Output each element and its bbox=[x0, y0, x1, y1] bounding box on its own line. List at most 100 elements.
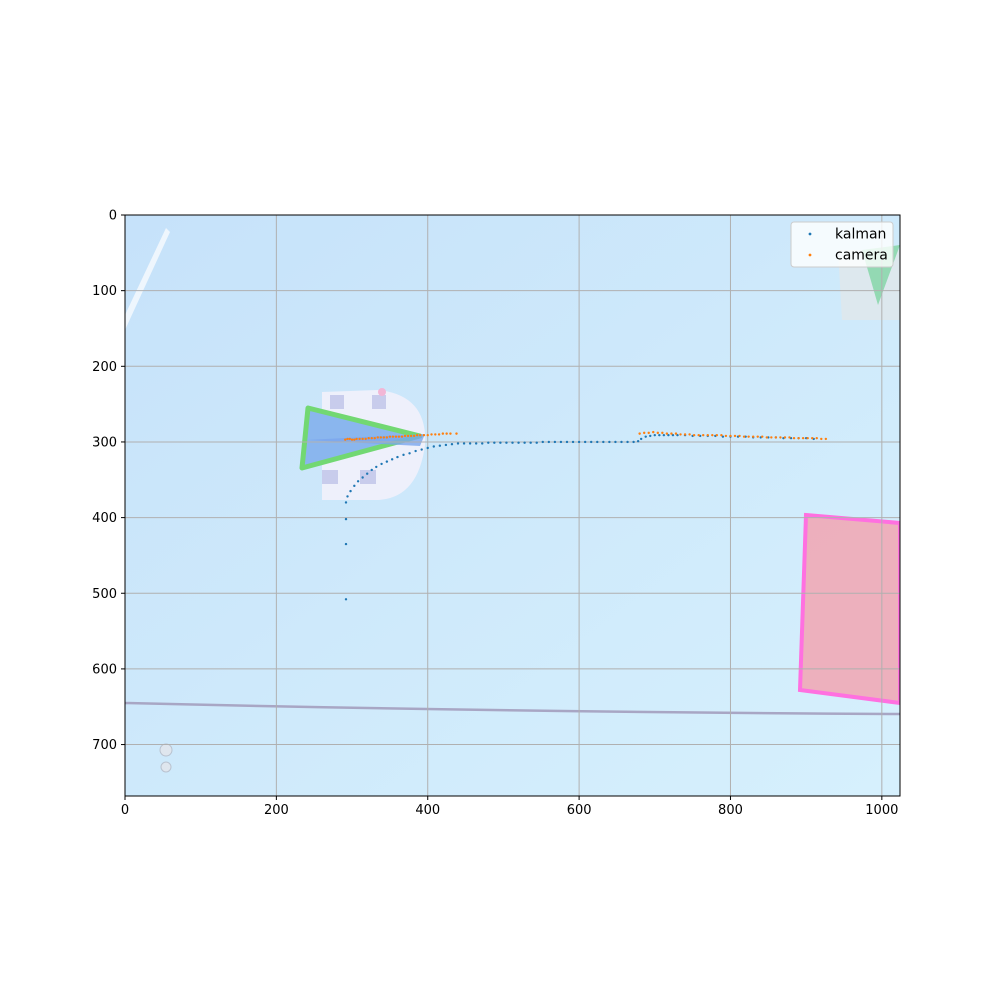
camera-point bbox=[751, 435, 755, 438]
kalman-point bbox=[649, 434, 652, 438]
camera-point bbox=[400, 435, 404, 438]
camera-point bbox=[350, 438, 354, 441]
kalman-point bbox=[481, 442, 484, 445]
camera-point bbox=[824, 437, 828, 441]
camera-point bbox=[724, 434, 728, 438]
kalman-point bbox=[438, 444, 442, 447]
y-tick-label: 400 bbox=[92, 511, 117, 526]
camera-point bbox=[661, 431, 664, 435]
kalman-point bbox=[456, 442, 460, 445]
y-axis-ticks: 0 100 200 300 400 500 600 700 bbox=[92, 209, 125, 753]
cable-line bbox=[125, 701, 900, 716]
kalman-point bbox=[511, 441, 514, 444]
camera-point bbox=[373, 436, 376, 440]
series-camera bbox=[344, 430, 828, 441]
camera-point bbox=[397, 435, 401, 438]
ruler-strip bbox=[125, 228, 170, 330]
camera-point bbox=[665, 432, 669, 435]
camera-point bbox=[353, 438, 356, 441]
kalman-point bbox=[385, 460, 389, 463]
camera-point bbox=[376, 436, 379, 439]
kalman-point bbox=[396, 455, 399, 459]
camera-point bbox=[346, 437, 349, 441]
x-tick-label: 600 bbox=[567, 803, 592, 818]
camera-point bbox=[674, 432, 678, 435]
camera-point bbox=[642, 431, 646, 435]
legend: kalman camera bbox=[790, 221, 894, 268]
y-tick-label: 500 bbox=[92, 587, 117, 602]
camera-point bbox=[647, 431, 650, 435]
kalman-point bbox=[344, 517, 348, 521]
kalman-point bbox=[402, 453, 405, 457]
x-tick-label: 400 bbox=[415, 803, 440, 818]
camera-point bbox=[430, 433, 433, 436]
x-tick-label: 0 bbox=[121, 803, 129, 818]
kalman-point bbox=[450, 443, 454, 446]
kalman-point bbox=[468, 442, 472, 445]
camera-point bbox=[445, 432, 448, 435]
kalman-point bbox=[380, 462, 383, 466]
camera-point bbox=[370, 436, 373, 440]
camera-point bbox=[692, 433, 696, 437]
camera-point bbox=[679, 433, 682, 436]
kalman-point bbox=[583, 440, 587, 444]
camera-point bbox=[774, 436, 778, 439]
kalman-point bbox=[596, 440, 599, 444]
camera-point bbox=[348, 437, 351, 441]
camera-point bbox=[747, 435, 750, 438]
axes-frame bbox=[124, 214, 901, 797]
camera-point bbox=[801, 436, 805, 440]
camera-point bbox=[656, 431, 660, 435]
camera-point bbox=[385, 436, 389, 439]
camera-point bbox=[441, 432, 445, 435]
kalman-point bbox=[614, 440, 617, 444]
camera-point bbox=[422, 433, 426, 437]
kalman-point bbox=[365, 472, 369, 475]
camera-point bbox=[770, 436, 773, 439]
camera-point bbox=[706, 433, 709, 437]
camera-point bbox=[403, 434, 407, 438]
camera-point bbox=[355, 437, 358, 441]
camera-point bbox=[412, 434, 416, 438]
kalman-point bbox=[505, 441, 508, 444]
y-tick-label: 200 bbox=[92, 360, 117, 375]
x-tick-label: 800 bbox=[718, 803, 743, 818]
kalman-point bbox=[658, 433, 661, 437]
camera-image-background bbox=[125, 215, 900, 796]
kalman-point bbox=[541, 440, 544, 444]
camera-point bbox=[638, 432, 641, 435]
kalman-point bbox=[493, 441, 496, 444]
camera-point bbox=[711, 433, 714, 437]
camera-point bbox=[391, 435, 395, 438]
legend-label-camera: camera bbox=[835, 248, 888, 264]
kalman-point bbox=[444, 443, 448, 447]
pink-target-area bbox=[800, 515, 900, 703]
camera-point bbox=[415, 433, 419, 437]
kalman-point bbox=[671, 433, 675, 437]
kalman-point bbox=[462, 442, 466, 445]
camera-point bbox=[702, 433, 705, 437]
legend-box bbox=[790, 221, 894, 268]
kalman-point bbox=[636, 439, 640, 443]
camera-point bbox=[437, 433, 441, 436]
camera-point bbox=[418, 433, 422, 437]
kalman-point bbox=[529, 441, 532, 444]
kalman-point bbox=[349, 489, 352, 493]
kalman-point bbox=[474, 442, 478, 445]
camera-point bbox=[406, 434, 410, 438]
x-tick-label: 200 bbox=[264, 803, 289, 818]
camera-point bbox=[783, 436, 787, 439]
camera-point bbox=[720, 433, 723, 437]
camera-point bbox=[426, 433, 429, 437]
kalman-point bbox=[632, 440, 635, 444]
camera-point bbox=[382, 436, 386, 439]
kalman-point bbox=[426, 446, 429, 450]
kalman-point bbox=[432, 445, 435, 448]
camera-point bbox=[811, 436, 814, 440]
kalman-point bbox=[547, 440, 551, 444]
camera-point bbox=[344, 438, 347, 441]
camera-point bbox=[733, 434, 737, 438]
camera-point bbox=[820, 437, 823, 441]
kalman-point bbox=[499, 441, 502, 444]
y-tick-label: 300 bbox=[92, 435, 117, 450]
